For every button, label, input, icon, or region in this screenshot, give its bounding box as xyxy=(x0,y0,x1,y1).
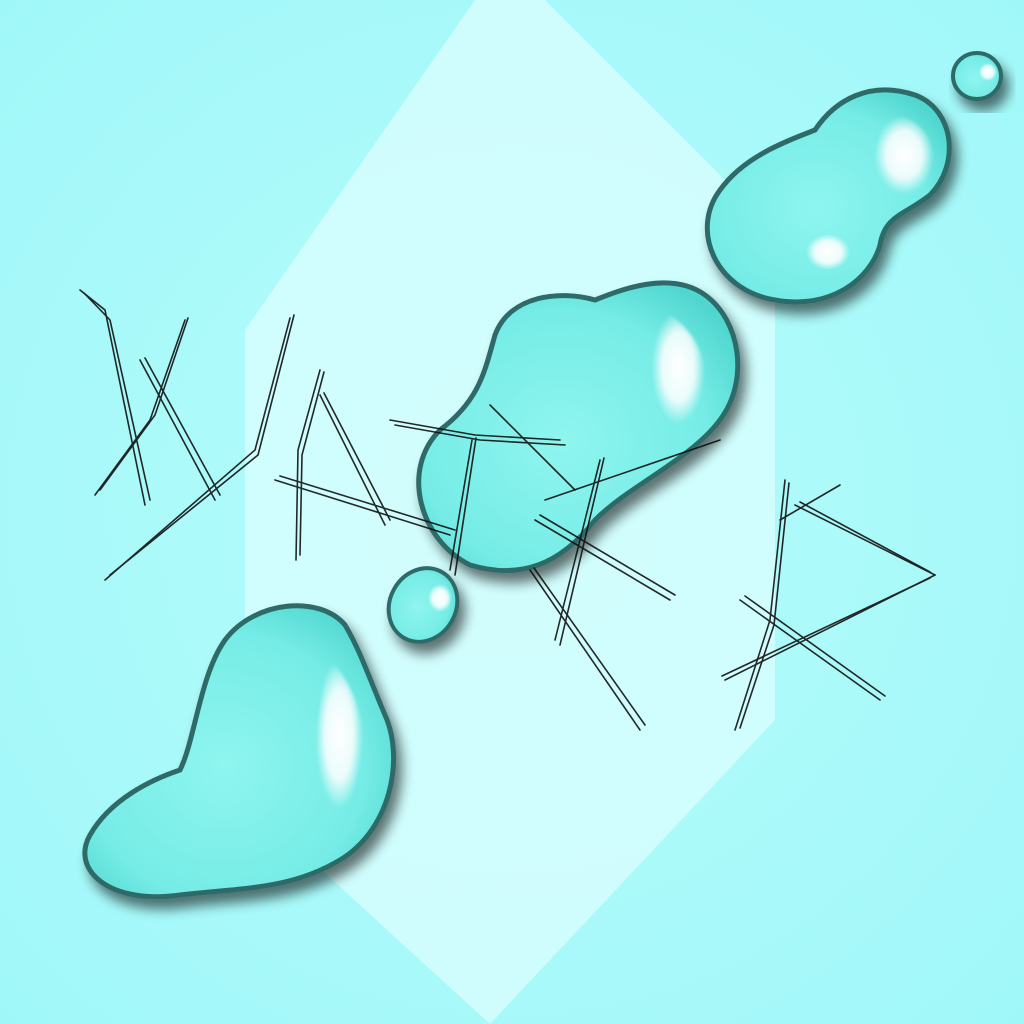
letter-r-strokes xyxy=(721,479,936,731)
letter-w-strokes xyxy=(79,289,295,581)
water-drop-tiny-top xyxy=(951,51,1003,101)
water-drop-large-middle xyxy=(416,280,741,574)
water-drop-small-middle xyxy=(386,566,460,644)
letter-t-strokes xyxy=(389,404,576,576)
letter-a-strokes xyxy=(274,369,456,561)
letter-e-strokes xyxy=(529,439,721,731)
scribbled-lettering-water xyxy=(79,289,936,731)
water-drop-large-bottom xyxy=(82,603,397,900)
water-drop-top-right xyxy=(704,87,952,305)
